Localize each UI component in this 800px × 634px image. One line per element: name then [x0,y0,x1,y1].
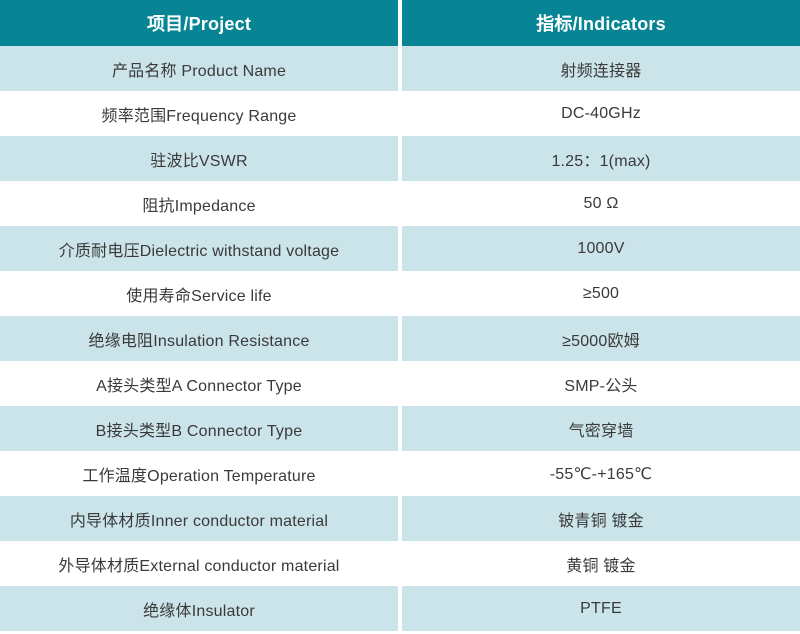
indicator-cell: 黄铜 镀金 [402,541,800,586]
project-cell: 绝缘电阻Insulation Resistance [0,316,398,361]
column-divider [398,136,402,181]
table-row: 产品名称 Product Name 射频连接器 [0,46,800,91]
indicator-cell: 气密穿墙 [402,406,800,451]
table-row: 频率范围Frequency Range DC-40GHz [0,91,800,136]
table-row: 驻波比VSWR 1.25：1(max) [0,136,800,181]
column-divider [398,586,402,631]
column-divider [398,541,402,586]
indicator-cell: 1000V [402,226,800,271]
indicator-cell: PTFE [402,586,800,631]
indicator-cell: 铍青铜 镀金 [402,496,800,541]
project-cell: 内导体材质Inner conductor material [0,496,398,541]
table-row: 绝缘体Insulator PTFE [0,586,800,631]
table-row: A接头类型A Connector Type SMP-公头 [0,361,800,406]
indicator-cell: ≥5000欧姆 [402,316,800,361]
project-cell: 阻抗Impedance [0,181,398,226]
project-cell: 工作温度Operation Temperature [0,451,398,496]
column-divider [398,0,402,46]
project-cell: 绝缘体Insulator [0,586,398,631]
project-cell: 介质耐电压Dielectric withstand voltage [0,226,398,271]
column-divider [398,46,402,91]
column-divider [398,91,402,136]
indicator-cell: SMP-公头 [402,361,800,406]
table-row: 绝缘电阻Insulation Resistance ≥5000欧姆 [0,316,800,361]
project-cell: B接头类型B Connector Type [0,406,398,451]
header-cell-indicator: 指标/Indicators [402,0,800,46]
column-divider [398,271,402,316]
indicator-cell: 射频连接器 [402,46,800,91]
table-row: 内导体材质Inner conductor material 铍青铜 镀金 [0,496,800,541]
column-divider [398,226,402,271]
indicator-cell: DC-40GHz [402,91,800,136]
header-cell-project: 项目/Project [0,0,398,46]
table-row: 介质耐电压Dielectric withstand voltage 1000V [0,226,800,271]
indicator-cell: ≥500 [402,271,800,316]
indicator-cell: 50 Ω [402,181,800,226]
project-cell: 驻波比VSWR [0,136,398,181]
table-row: 使用寿命Service life ≥500 [0,271,800,316]
table-row: 工作温度Operation Temperature -55℃-+165℃ [0,451,800,496]
table-row: 阻抗Impedance 50 Ω [0,181,800,226]
project-cell: 频率范围Frequency Range [0,91,398,136]
column-divider [398,406,402,451]
table-header-row: 项目/Project 指标/Indicators [0,0,800,46]
column-divider [398,361,402,406]
column-divider [398,451,402,496]
column-divider [398,496,402,541]
project-cell: 产品名称 Product Name [0,46,398,91]
project-cell: 外导体材质External conductor material [0,541,398,586]
table-row: 外导体材质External conductor material 黄铜 镀金 [0,541,800,586]
indicator-cell: -55℃-+165℃ [402,451,800,496]
project-cell: 使用寿命Service life [0,271,398,316]
project-cell: A接头类型A Connector Type [0,361,398,406]
column-divider [398,181,402,226]
column-divider [398,316,402,361]
table-row: B接头类型B Connector Type 气密穿墙 [0,406,800,451]
indicator-cell: 1.25：1(max) [402,136,800,181]
